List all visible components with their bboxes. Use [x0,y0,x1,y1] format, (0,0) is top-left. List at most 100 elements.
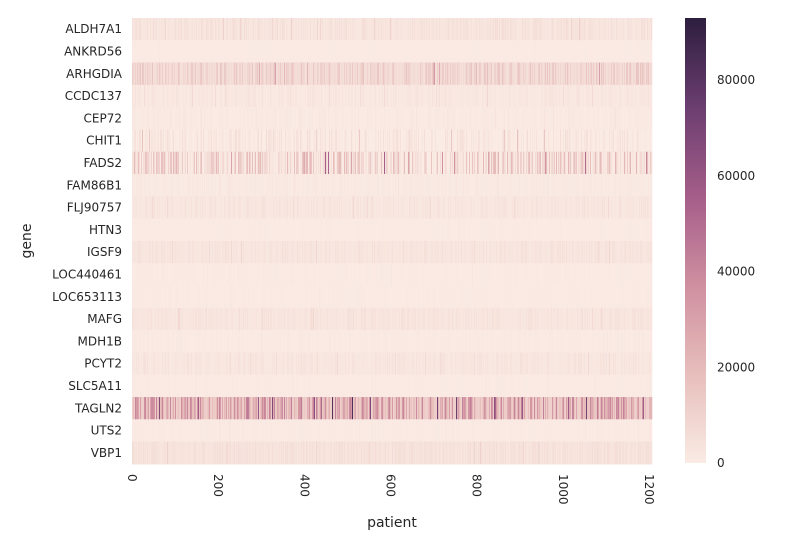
heatmap-cell [274,129,276,153]
heatmap-cell [260,62,262,86]
heatmap-cell [636,84,638,108]
heatmap-cell [302,40,304,63]
heatmap-cell [184,18,186,41]
heatmap-cell [620,40,622,63]
heatmap-cell [480,40,482,63]
heatmap-cell [543,40,545,63]
heatmap-cell [320,84,322,108]
heatmap-cell [641,18,643,41]
heatmap-cell [490,84,492,108]
heatmap-cell [169,62,171,86]
heatmap-cell [581,62,583,86]
heatmap-cell [250,107,252,130]
heatmap-cell [501,62,503,86]
heatmap-cell [465,40,467,63]
heatmap-cell [431,129,433,153]
heatmap-cell [187,107,189,130]
heatmap-cell [594,18,596,41]
heatmap-cell [524,107,526,130]
heatmap-cell [611,129,613,153]
heatmap-cell [523,40,525,63]
heatmap-cell [442,18,444,41]
heatmap-cell [358,107,360,130]
heatmap-cell [460,40,462,63]
heatmap-cell [191,40,193,63]
heatmap-cell [160,40,162,63]
heatmap-cell [482,84,484,108]
heatmap-cell [166,40,168,63]
heatmap-cell [193,40,195,63]
heatmap-cell [555,129,557,153]
heatmap-cell [137,151,139,175]
heatmap-cell [584,18,586,41]
heatmap-cell [622,40,624,63]
heatmap-cell [433,107,435,130]
heatmap-cell [627,62,629,86]
heatmap-cell [353,40,355,63]
heatmap-cell [582,62,584,86]
heatmap-cell [621,129,623,153]
heatmap-cell [188,129,190,153]
heatmap-cell [375,107,377,130]
heatmap-cell [387,62,389,86]
heatmap-cell [317,18,319,41]
heatmap-cell [187,62,189,86]
heatmap-cell [140,18,142,41]
heatmap-cell [132,151,134,175]
heatmap-cell [281,62,283,86]
heatmap-cell [532,107,534,130]
heatmap-cell [388,40,390,63]
heatmap-cell [231,40,233,63]
heatmap-cell [337,84,339,108]
heatmap-cell [550,129,552,153]
heatmap-cell [573,107,575,130]
heatmap-cell [538,84,540,108]
heatmap-cell [255,62,257,86]
heatmap-cell [314,129,316,153]
heatmap-cell [204,40,206,63]
heatmap-cell [500,40,502,63]
heatmap-cell [591,107,593,130]
heatmap-cell [240,40,242,63]
heatmap-cell [267,62,269,86]
heatmap-cell [139,62,141,86]
heatmap-cell [483,107,485,130]
heatmap-cell [183,84,185,108]
heatmap-cell [648,40,650,63]
heatmap-cell [509,62,511,86]
heatmap-cell [444,107,446,130]
heatmap-cell [371,129,373,153]
heatmap-cell [214,62,216,86]
heatmap-cell [133,151,135,175]
heatmap-cell [642,40,644,63]
heatmap-cell [606,84,608,108]
heatmap-cell [398,129,400,153]
heatmap-cell [489,40,491,63]
heatmap-cell [386,18,388,41]
heatmap-cell [303,18,305,41]
heatmap-cell [249,62,251,86]
heatmap-cell [259,107,261,130]
heatmap-cell [603,84,605,108]
heatmap-cell [376,129,378,153]
heatmap-cell [181,84,183,108]
heatmap-cell [377,40,379,63]
heatmap-cell [355,40,357,63]
heatmap-cell [486,40,488,63]
heatmap-cell [403,107,405,130]
heatmap-cell [151,18,153,41]
heatmap-cell [156,40,158,63]
heatmap-cell [152,18,154,41]
heatmap-cell [527,62,529,86]
heatmap-cell [254,40,256,63]
heatmap-cell [513,107,515,130]
heatmap-cell [520,129,522,153]
heatmap-cell [188,40,190,63]
heatmap-cell [286,107,288,130]
heatmap-cell [270,18,272,41]
heatmap-cell [540,62,542,86]
heatmap-cell [205,40,207,63]
heatmap-cell [619,84,621,108]
heatmap-cell [643,129,645,153]
heatmap-cell [501,18,503,41]
